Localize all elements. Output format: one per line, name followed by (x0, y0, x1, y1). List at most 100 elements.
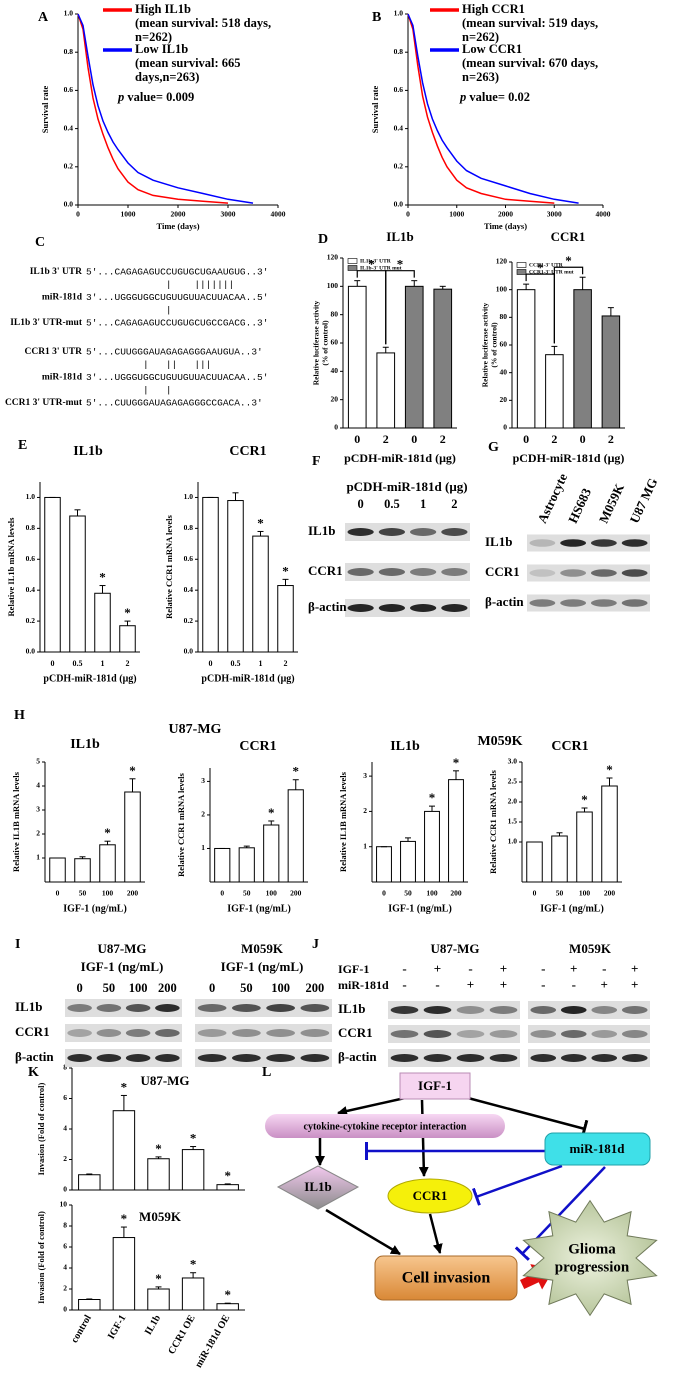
error-bar (104, 840, 111, 845)
activation-arrow (428, 1213, 443, 1254)
error-bar (579, 276, 586, 290)
legend-swatch (347, 258, 358, 264)
band (560, 1006, 587, 1014)
x-axis-label: IGF-1 (ng/mL) (388, 903, 452, 914)
x-tick-label: 0 (209, 659, 213, 668)
y-tick-label: 2 (36, 829, 40, 838)
y-tick-label: 2 (63, 1154, 67, 1163)
band (410, 604, 437, 612)
chart-title: CCR1 (551, 739, 588, 754)
blot-strip (195, 999, 332, 1017)
band (530, 1054, 557, 1062)
band (67, 1029, 92, 1037)
band (197, 1004, 227, 1012)
y-tick-label: 4 (36, 781, 40, 790)
panel-label: D (318, 232, 328, 247)
significance-mark: * (368, 257, 375, 272)
significance-mark: * (268, 805, 275, 820)
y-tick-label: 3.0 (508, 757, 518, 766)
y-tick-label: 0 (63, 1305, 67, 1314)
band (621, 599, 648, 607)
y-tick-label: 2 (63, 1284, 67, 1293)
y-tick-label: 1 (363, 841, 367, 850)
band (560, 539, 587, 547)
x-tick-label: 3000 (221, 210, 236, 219)
error-bar (155, 1156, 162, 1159)
bar (277, 585, 294, 653)
blot-strip (388, 1025, 520, 1043)
band (96, 1004, 122, 1012)
treatment-label: miR-181d (338, 978, 389, 992)
bar (448, 779, 464, 883)
x-tick-label: 0 (533, 889, 537, 898)
y-tick-label: 20 (500, 395, 508, 404)
y-tick-label: 0 (503, 423, 507, 432)
x-tick-label: 2 (551, 432, 557, 446)
x-tick-label: 50 (243, 889, 251, 898)
significance-mark: * (606, 762, 613, 777)
y-tick-label: 2.5 (508, 777, 518, 786)
error-bar (551, 345, 558, 355)
y-axis-label: Relative luciferase activity (312, 300, 321, 385)
y-tick-label: 0.8 (26, 523, 36, 532)
panel-label: G (488, 440, 499, 455)
band (96, 1029, 122, 1037)
band (529, 599, 556, 607)
p-symbol: p (117, 90, 124, 104)
error-bar (120, 1094, 127, 1111)
x-tick-label: 1000 (121, 210, 136, 219)
x-tick-label: 50 (79, 889, 87, 898)
legend-detail: n=262) (462, 30, 499, 44)
x-tick-label: 2 (126, 659, 130, 668)
x-tick-label: CCR1 OE (166, 1313, 197, 1357)
blot-subtitle: IGF-1 (ng/mL) (81, 959, 164, 974)
inhibition-line (472, 1164, 563, 1206)
y-tick-label: 20 (331, 394, 339, 403)
error-bar (99, 585, 106, 594)
node-label: IL1b (304, 1179, 331, 1194)
row-label: β-actin (338, 1049, 377, 1064)
y-tick-label: 0.8 (184, 523, 194, 532)
y-axis-label: Relative CCR1 mRNA levels (488, 769, 498, 873)
sequence: 5'...CAGAGAGUCCUGUGCUGAAUGUG..3' (86, 267, 268, 278)
lane-label: 200 (306, 981, 325, 995)
node-label: progression (555, 1259, 630, 1275)
significance-mark: * (155, 1271, 162, 1286)
band (266, 1004, 296, 1012)
lane-label: M059K (596, 480, 628, 525)
blot-strip (388, 1001, 520, 1019)
treatment-sign: - (602, 961, 606, 976)
pathway-diagram: IGF-1 cytokine-cytokine receptor interac… (262, 1065, 658, 1317)
y-tick-label: 0.2 (184, 616, 194, 625)
x-tick-label: 1 (259, 659, 263, 668)
treatment-sign: + (467, 977, 474, 992)
y-tick-label: 1 (36, 853, 40, 862)
x-tick-label: IL1b (143, 1313, 163, 1337)
bar (78, 1299, 101, 1311)
y-tick-label: 0 (63, 1185, 67, 1194)
band (231, 1054, 261, 1062)
band (378, 528, 405, 536)
y-tick-label: 0 (334, 423, 338, 432)
blot-strip (65, 1049, 182, 1067)
y-axis-label: Relative IL1b mRNA levels (6, 517, 16, 617)
x-tick-label: 2000 (498, 210, 513, 219)
error-bar (382, 346, 389, 353)
x-tick-label: control (69, 1313, 94, 1345)
significance-mark: * (224, 1168, 231, 1183)
bar (94, 592, 111, 653)
y-tick-label: 0.4 (64, 123, 74, 132)
error-bar (190, 1146, 197, 1150)
error-bar (224, 1302, 231, 1304)
sequence-name: miR-181d (42, 293, 83, 303)
band (266, 1054, 296, 1062)
error-bar (232, 492, 239, 501)
band (125, 1054, 151, 1062)
y-tick-label: 1.0 (64, 9, 74, 18)
bar (287, 789, 304, 883)
y-tick-label: 80 (331, 309, 339, 318)
error-bar (354, 280, 361, 287)
treatment-sign: - (402, 961, 406, 976)
legend-detail: (mean survival: 518 days, (135, 16, 271, 30)
y-axis-label: Survival rate (370, 86, 380, 134)
